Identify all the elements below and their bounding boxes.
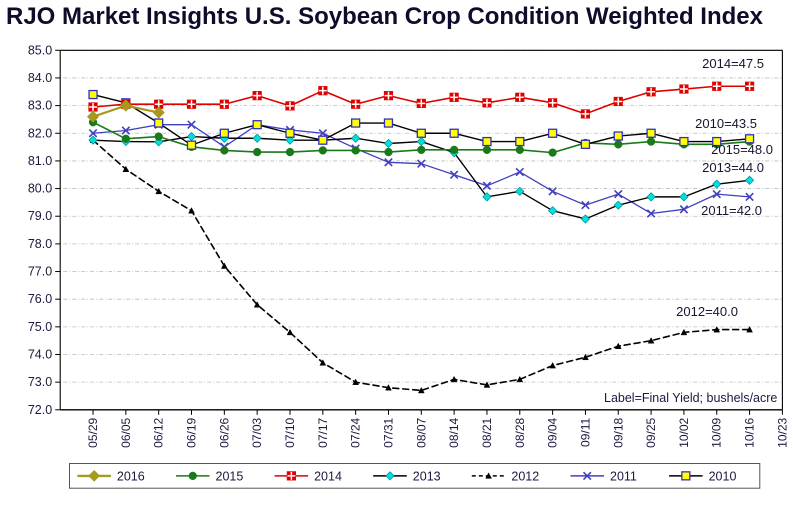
svg-text:09/18: 09/18: [611, 417, 625, 447]
svg-text:84.0: 84.0: [28, 71, 52, 85]
svg-text:09/04: 09/04: [546, 417, 560, 447]
svg-text:76.0: 76.0: [28, 292, 52, 306]
svg-text:07/03: 07/03: [250, 417, 264, 447]
svg-text:2010: 2010: [709, 469, 737, 483]
svg-text:2013=44.0: 2013=44.0: [702, 160, 764, 175]
svg-text:07/10: 07/10: [283, 417, 297, 447]
svg-text:07/17: 07/17: [316, 417, 330, 447]
svg-text:10/16: 10/16: [743, 417, 757, 447]
svg-text:75.0: 75.0: [28, 320, 52, 334]
svg-text:85.0: 85.0: [28, 43, 52, 57]
svg-text:2014=47.5: 2014=47.5: [702, 56, 764, 71]
svg-text:06/12: 06/12: [152, 417, 166, 447]
svg-text:08/14: 08/14: [447, 417, 461, 447]
svg-text:2011=42.0: 2011=42.0: [701, 203, 762, 218]
svg-text:72.0: 72.0: [28, 403, 52, 417]
svg-text:2016: 2016: [117, 469, 145, 483]
svg-text:06/26: 06/26: [217, 417, 231, 447]
svg-text:83.0: 83.0: [28, 99, 52, 113]
svg-text:78.0: 78.0: [28, 237, 52, 251]
svg-text:73.0: 73.0: [28, 375, 52, 389]
svg-text:09/11: 09/11: [578, 417, 592, 446]
svg-text:2011: 2011: [610, 469, 637, 483]
svg-text:10/02: 10/02: [677, 417, 691, 447]
svg-text:09/25: 09/25: [644, 417, 658, 447]
svg-text:2013: 2013: [413, 469, 441, 483]
svg-text:82.0: 82.0: [28, 126, 52, 140]
svg-text:10/23: 10/23: [775, 417, 789, 447]
svg-text:2015=48.0: 2015=48.0: [711, 142, 773, 157]
svg-text:10/09: 10/09: [710, 417, 724, 447]
svg-text:08/28: 08/28: [513, 417, 527, 447]
svg-text:07/24: 07/24: [349, 417, 363, 447]
svg-text:06/05: 06/05: [119, 417, 133, 447]
svg-text:07/31: 07/31: [381, 417, 395, 447]
svg-text:06/19: 06/19: [185, 417, 199, 447]
svg-text:79.0: 79.0: [28, 209, 52, 223]
svg-text:2015: 2015: [216, 469, 244, 483]
svg-text:08/21: 08/21: [480, 417, 494, 447]
svg-text:74.0: 74.0: [28, 347, 52, 361]
svg-text:2012: 2012: [511, 469, 539, 483]
svg-text:2012=40.0: 2012=40.0: [676, 304, 738, 319]
svg-text:2010=43.5: 2010=43.5: [695, 116, 757, 131]
svg-text:05/29: 05/29: [86, 417, 100, 447]
svg-text:77.0: 77.0: [28, 265, 52, 279]
svg-text:81.0: 81.0: [28, 154, 52, 168]
svg-text:80.0: 80.0: [28, 182, 52, 196]
svg-text:2014: 2014: [314, 469, 342, 483]
svg-text:08/07: 08/07: [414, 417, 428, 447]
svg-text:Label=Final Yield; bushels/acr: Label=Final Yield; bushels/acre: [604, 391, 777, 405]
